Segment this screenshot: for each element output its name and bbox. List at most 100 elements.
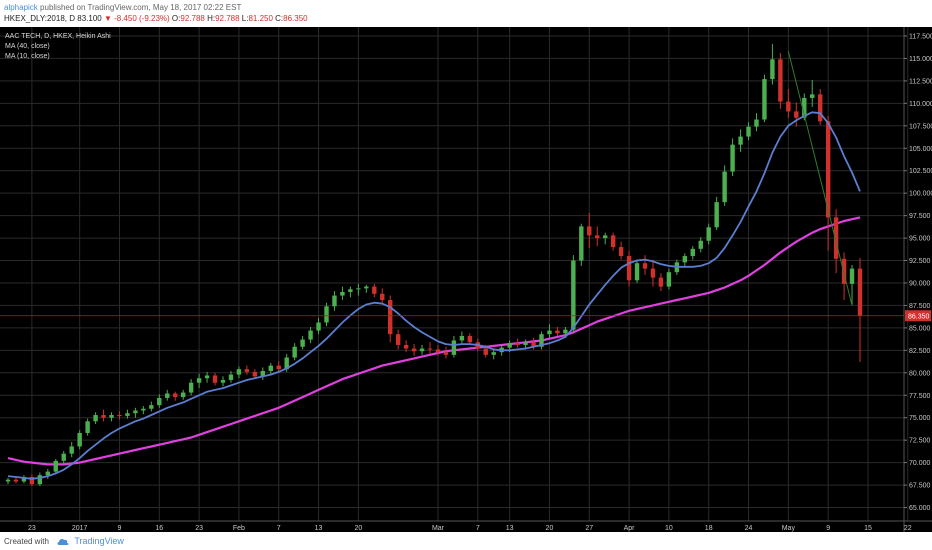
bullish-candle[interactable] (356, 283, 361, 296)
bullish-candle[interactable] (491, 349, 496, 360)
bearish-candle[interactable] (467, 333, 473, 345)
bullish-candle[interactable] (37, 472, 43, 486)
bearish-candle[interactable] (403, 340, 409, 353)
price-axis[interactable]: 65.000 67.500 70.000 72.500 75.000 77.500 80.0… (903, 27, 932, 532)
bullish-candle[interactable] (698, 237, 703, 253)
bullish-candle[interactable] (196, 373, 202, 389)
bullish-candle[interactable] (539, 331, 544, 350)
bullish-candle[interactable] (61, 450, 66, 465)
bearish-candle[interactable] (515, 338, 520, 348)
bearish-candle[interactable] (794, 102, 799, 127)
bullish-candle[interactable] (308, 326, 313, 344)
bearish-candle[interactable] (555, 326, 560, 336)
bearish-candle[interactable] (825, 115, 831, 251)
bullish-candle[interactable] (547, 324, 552, 338)
bullish-candle[interactable] (722, 165, 727, 206)
bearish-candle[interactable] (29, 474, 35, 486)
bullish-candle[interactable] (690, 246, 695, 260)
bullish-candle[interactable] (236, 366, 242, 379)
bearish-candle[interactable] (857, 257, 863, 363)
bearish-candle[interactable] (244, 365, 250, 375)
bullish-candle[interactable] (419, 344, 425, 355)
bearish-candle[interactable] (117, 411, 122, 420)
bullish-candle[interactable] (45, 468, 51, 479)
bullish-candle[interactable] (69, 441, 74, 458)
bullish-candle[interactable] (682, 253, 688, 266)
bullish-candle[interactable] (459, 331, 465, 345)
candles-layer[interactable] (5, 44, 863, 486)
bearish-candle[interactable] (841, 252, 847, 301)
bearish-candle[interactable] (595, 226, 600, 247)
bearish-candle[interactable] (372, 283, 377, 298)
bullish-candle[interactable] (849, 265, 855, 305)
bearish-candle[interactable] (101, 409, 106, 422)
bullish-candle[interactable] (579, 223, 584, 266)
bullish-candle[interactable] (810, 79, 815, 107)
bullish-candle[interactable] (316, 318, 321, 335)
bullish-candle[interactable] (268, 362, 273, 374)
bullish-candle[interactable] (77, 430, 82, 450)
bullish-candle[interactable] (634, 259, 640, 283)
bullish-candle[interactable] (260, 367, 266, 380)
bullish-candle[interactable] (141, 406, 146, 415)
bearish-candle[interactable] (642, 255, 648, 275)
bearish-candle[interactable] (587, 212, 592, 248)
bullish-candle[interactable] (53, 459, 58, 474)
bearish-candle[interactable] (395, 329, 401, 350)
bullish-candle[interactable] (364, 284, 369, 293)
bearish-candle[interactable] (276, 361, 281, 373)
bearish-candle[interactable] (435, 344, 441, 356)
bullish-candle[interactable] (706, 223, 711, 245)
bullish-candle[interactable] (149, 401, 154, 412)
bullish-candle[interactable] (292, 343, 297, 361)
bullish-candle[interactable] (754, 113, 759, 132)
bullish-candle[interactable] (451, 335, 457, 358)
bullish-candle[interactable] (770, 44, 775, 85)
price-chart[interactable]: 65.000 67.500 70.000 72.500 75.000 77.500 80.0… (0, 27, 932, 532)
bearish-candle[interactable] (658, 273, 664, 292)
bullish-candle[interactable] (5, 477, 11, 485)
bullish-candle[interactable] (21, 475, 27, 484)
bearish-candle[interactable] (778, 53, 783, 109)
bullish-candle[interactable] (93, 412, 98, 424)
bearish-candle[interactable] (610, 232, 616, 251)
bullish-candle[interactable] (762, 74, 767, 123)
bullish-candle[interactable] (125, 409, 130, 419)
bullish-candle[interactable] (109, 412, 114, 422)
bullish-candle[interactable] (746, 122, 751, 141)
bearish-candle[interactable] (443, 346, 449, 359)
bullish-candle[interactable] (563, 326, 568, 337)
bearish-candle[interactable] (13, 476, 19, 484)
bullish-candle[interactable] (324, 302, 329, 327)
bullish-candle[interactable] (666, 268, 672, 290)
bearish-candle[interactable] (411, 344, 417, 356)
bullish-candle[interactable] (348, 286, 353, 298)
bearish-candle[interactable] (173, 391, 178, 401)
bullish-candle[interactable] (300, 335, 305, 350)
author-link[interactable]: alphapick (4, 3, 38, 12)
bullish-candle[interactable] (220, 376, 226, 387)
time-axis[interactable]: 23 2017 9 16 23 Feb 7 13 20 Mar 7 13 20 27 Apr 10 18 24 Ma… (0, 520, 932, 532)
bearish-candle[interactable] (618, 241, 624, 260)
bearish-candle[interactable] (650, 259, 656, 287)
bearish-candle[interactable] (427, 342, 433, 354)
bullish-candle[interactable] (730, 138, 735, 177)
bullish-candle[interactable] (714, 196, 719, 230)
bullish-candle[interactable] (602, 232, 608, 245)
bullish-candle[interactable] (188, 379, 194, 396)
bullish-candle[interactable] (738, 129, 743, 152)
bearish-candle[interactable] (626, 250, 632, 287)
bearish-candle[interactable] (817, 88, 823, 125)
bullish-candle[interactable] (204, 371, 210, 383)
bullish-candle[interactable] (85, 418, 90, 436)
bullish-candle[interactable] (165, 389, 170, 401)
bearish-candle[interactable] (212, 372, 218, 386)
bearish-candle[interactable] (786, 88, 791, 118)
bullish-candle[interactable] (157, 394, 162, 408)
bullish-candle[interactable] (133, 407, 138, 418)
bullish-candle[interactable] (332, 291, 337, 311)
bullish-candle[interactable] (180, 389, 186, 400)
bullish-candle[interactable] (228, 371, 234, 383)
bearish-candle[interactable] (380, 288, 385, 305)
bullish-candle[interactable] (340, 286, 345, 301)
